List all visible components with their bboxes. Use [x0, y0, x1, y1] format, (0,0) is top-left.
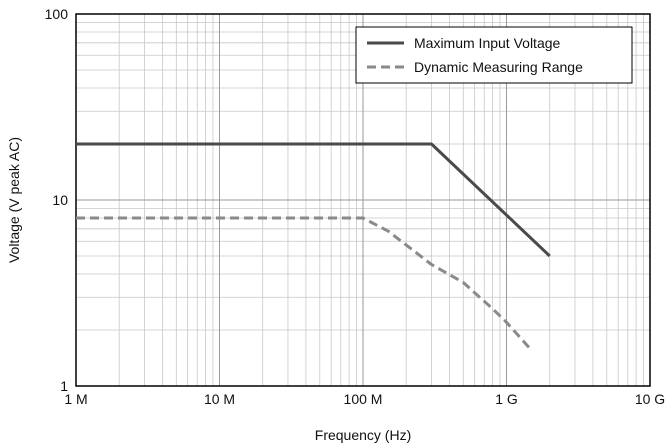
y-tick-label: 1 — [60, 378, 68, 394]
legend-label-1: Maximum Input Voltage — [414, 35, 561, 51]
plot-area-frame — [75, 13, 651, 387]
x-tick-label: 100 M — [344, 391, 383, 407]
y-tick-label: 100 — [45, 6, 69, 22]
legend-box — [355, 26, 633, 84]
x-axis-title: Frequency (Hz) — [315, 427, 411, 443]
series-layer — [76, 142, 551, 352]
series-line-2 — [76, 216, 533, 352]
y-tick-label: 10 — [52, 192, 68, 208]
y-axis-title: Voltage (V peak AC) — [6, 137, 22, 263]
x-tick-label: 10 M — [204, 391, 235, 407]
x-tick-label: 1 M — [64, 391, 87, 407]
legend-label-2: Dynamic Measuring Range — [414, 59, 583, 75]
series-line-1 — [76, 142, 551, 258]
x-tick-label: 1 G — [495, 391, 518, 407]
x-tick-labels: 1 M 10 M 100 M 1 G 10 G — [64, 391, 665, 407]
y-tick-labels: 1 10 100 — [45, 6, 69, 394]
legend: Maximum Input Voltage Dynamic Measuring R… — [355, 26, 633, 84]
x-tick-label: 10 G — [635, 391, 665, 407]
